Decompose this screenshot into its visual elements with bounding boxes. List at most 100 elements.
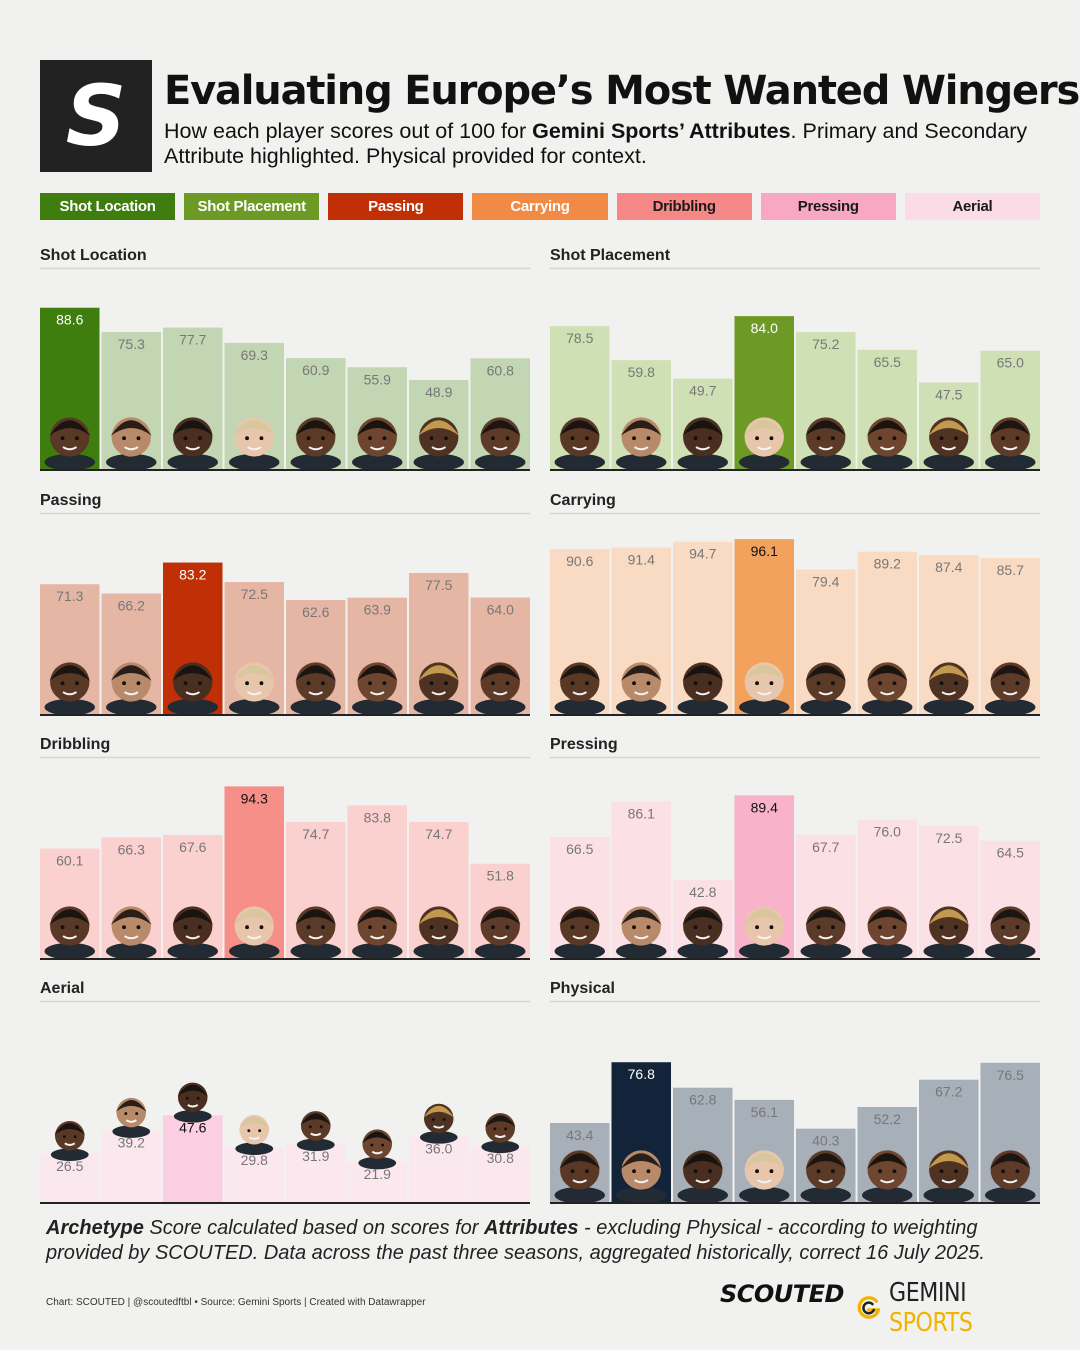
player-face-icon [554,417,605,471]
player-face-icon [800,1150,851,1204]
bar-value-label: 83.2 [179,567,206,583]
logo-letter: S [65,67,127,165]
panel-physical: Physical 43.4 76.8 62.8 56.1 40.3 52.2 67.2 76.5 [550,980,1040,1204]
player-face-icon [290,906,341,960]
bar-value-label: 89.4 [751,799,778,815]
bar-value-label: 77.7 [179,332,206,348]
footer-note-2: Score calculated based on scores for [143,1217,484,1239]
player-face-icon [44,906,95,960]
panel-title: Dribbling [40,736,110,753]
player-face-icon [229,906,280,960]
footer-note-4: - excluding Physical - according to weig… [46,1217,985,1264]
bar-value-label: 72.5 [935,830,962,846]
panel-aerial: Aerial 26.5 39.2 47.6 29.8 31.9 21.9 36.0 30.8 [40,980,530,1204]
bar-value-label: 21.9 [364,1166,391,1182]
bar [101,1130,161,1202]
player-face-icon [923,906,974,960]
legend-item-pressing: Pressing [760,193,896,220]
player-face-icon [985,1150,1036,1204]
panel-title: Physical [550,980,615,997]
player-face-icon [862,906,913,960]
player-face-icon [985,906,1036,960]
bar-value-label: 36.0 [425,1140,452,1156]
player-face-icon [475,662,526,716]
player-face-icon [616,906,667,960]
player-face-icon [923,1150,974,1204]
panel-title: Shot Location [40,247,147,264]
bar-value-label: 91.4 [628,552,655,568]
bar-value-label: 29.8 [241,1152,268,1168]
page-subtitle: How each player scores out of 100 for Ge… [164,119,1044,169]
panel-passing: Passing 71.3 66.2 83.2 72.5 62.6 63.9 77.5 64.0 [40,492,530,716]
player-face-icon [481,1113,520,1154]
attribute-legend: Shot Location Shot Placement Passing Carryi… [40,193,1040,220]
bar-value-label: 66.3 [118,841,145,857]
player-face-icon [352,906,403,960]
panel-title: Aerial [40,980,84,997]
bar-value-label: 71.3 [56,588,83,604]
bar-value-label: 67.2 [935,1084,962,1100]
bar-value-label: 55.9 [364,371,391,387]
scouted-logo: S [40,60,152,172]
bar [409,1136,469,1202]
bar-value-label: 67.6 [179,839,206,855]
scouted-brand-logo: SCOUTED [720,1280,844,1308]
player-face-icon [106,906,157,960]
player-face-icon [862,662,913,716]
bar-value-label: 67.7 [812,839,839,855]
player-face-icon [296,1111,335,1152]
player-face-icon [554,662,605,716]
player-face-icon [358,1129,397,1170]
bar-value-label: 51.8 [487,868,514,884]
subtitle-text-1: How each player scores out of 100 for [164,119,533,143]
panel-pressing: Pressing 66.5 86.1 42.8 89.4 67.7 76.0 72.5 64.5 [550,736,1040,960]
player-face-icon [985,662,1036,716]
bar-value-label: 60.9 [302,362,329,378]
bar [224,1147,284,1202]
panel-title: Pressing [550,736,618,753]
panel-carrying: Carrying 90.6 91.4 94.7 96.1 79.4 89.2 87.4 85.7 [550,492,1040,716]
bar-value-label: 40.3 [812,1133,839,1149]
player-face-icon [554,906,605,960]
player-face-icon [554,1150,605,1204]
player-face-icon [352,662,403,716]
player-face-icon [229,662,280,716]
legend-item-carrying: Carrying [472,193,608,220]
bar [40,1153,100,1202]
player-face-icon [229,417,280,471]
legend-item-dribbling: Dribbling [616,193,752,220]
bar-value-label: 62.6 [302,604,329,620]
bar-value-label: 64.5 [997,845,1024,861]
bar-value-label: 60.8 [487,362,514,378]
gemini-g-icon [857,1296,881,1319]
bar-value-label: 72.5 [241,586,268,602]
gemini-sports-logo: GEMINI SPORTS [856,1278,1080,1338]
bar-value-label: 78.5 [566,330,593,346]
player-face-icon [677,1150,728,1204]
player-face-icon [923,417,974,471]
player-face-icon [173,1082,212,1123]
bar-value-label: 63.9 [364,602,391,618]
credit-line: Chart: SCOUTED | @scoutedftbl • Source: … [46,1297,426,1308]
footer-note: Archetype Score calculated based on scor… [46,1216,1046,1266]
player-face-icon [616,417,667,471]
bar-value-label: 52.2 [874,1111,901,1127]
legend-item-aerial: Aerial [904,193,1040,220]
bar-value-label: 48.9 [425,384,452,400]
bar-value-label: 74.7 [425,826,452,842]
player-face-icon [677,906,728,960]
sports-word: SPORTS [889,1308,973,1338]
bar-value-label: 56.1 [751,1104,778,1120]
bar [163,1115,223,1202]
bar-value-label: 64.0 [487,602,514,618]
player-face-icon [800,417,851,471]
subtitle-text-bold: Gemini Sports’ Attributes [532,119,791,143]
bar-value-label: 79.4 [812,573,839,589]
player-face-icon [677,662,728,716]
bar [470,1145,530,1202]
bar-value-label: 89.2 [874,556,901,572]
bar-value-label: 62.8 [689,1092,716,1108]
player-face-icon [413,662,464,716]
bar-value-label: 66.2 [118,598,145,614]
bar-value-label: 76.8 [628,1066,655,1082]
